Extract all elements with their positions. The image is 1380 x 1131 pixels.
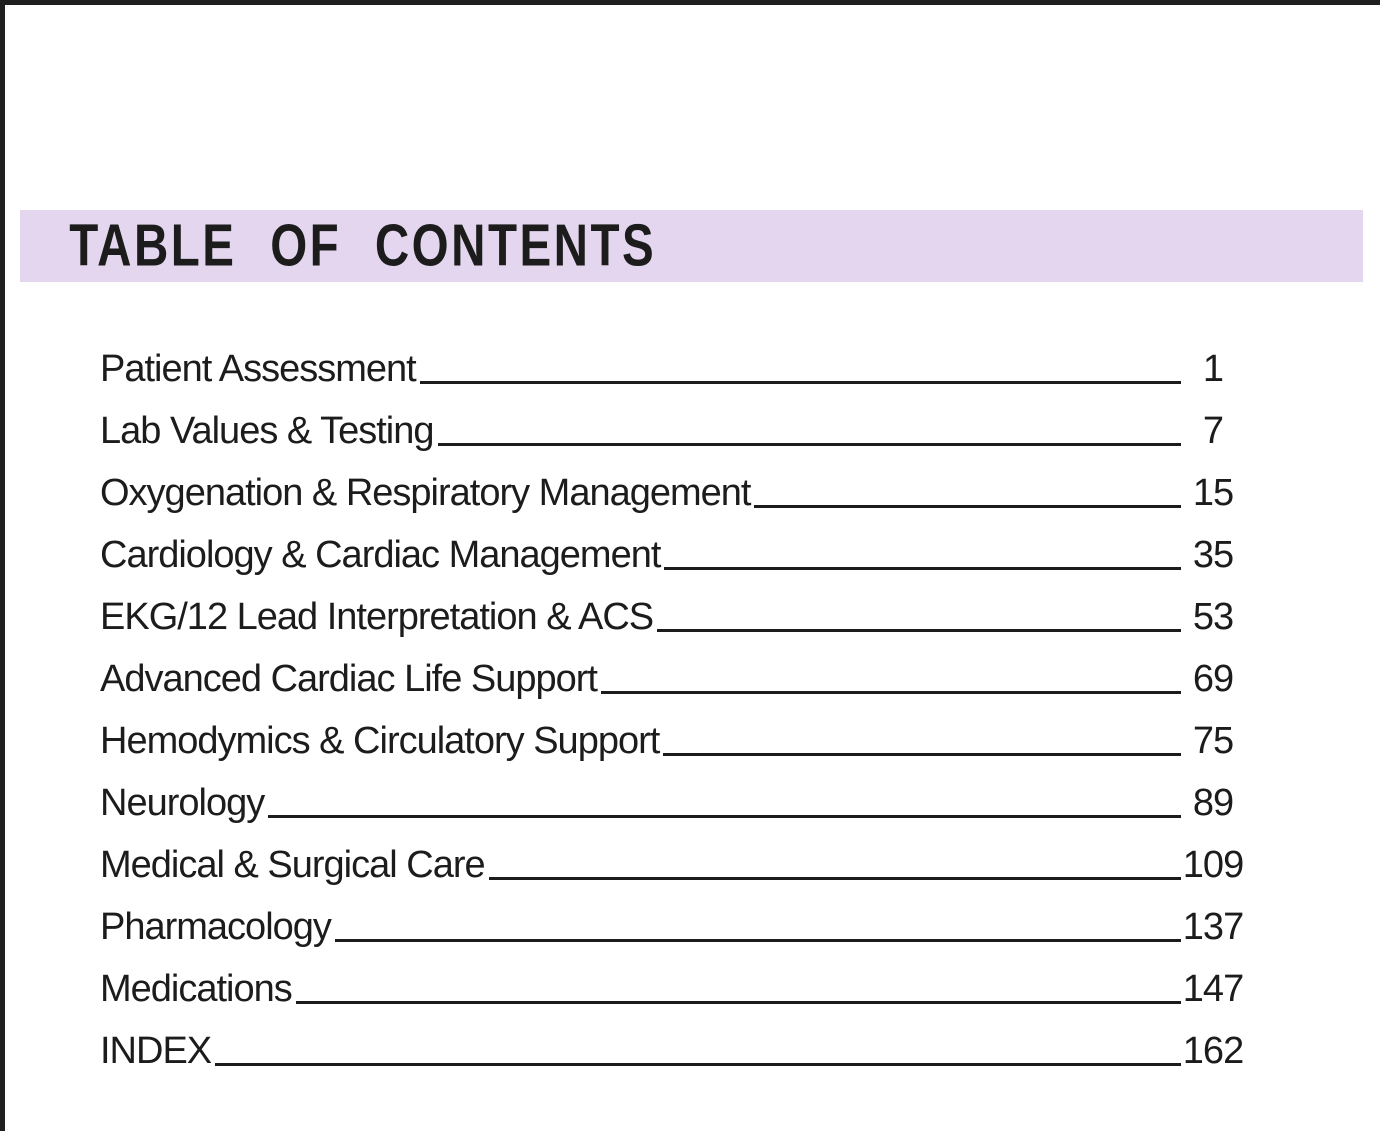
toc-entry-label: Patient Assessment [100, 348, 417, 391]
page-edge-top [0, 0, 1380, 5]
toc-entry: Neurology 89 [100, 764, 1245, 826]
toc-entry-page-number: 1 [1202, 348, 1224, 391]
toc-entry-page-number: 35 [1192, 534, 1234, 577]
toc-entry-page-number: 89 [1192, 782, 1234, 825]
toc-entry-label: Neurology [100, 782, 265, 825]
toc-entry-label: Lab Values & Testing [100, 410, 435, 453]
toc-leader-line [334, 939, 1181, 942]
toc-list: Patient Assessment 1 Lab Values & Testin… [0, 330, 1380, 1074]
toc-entry-page-number: 109 [1182, 844, 1244, 887]
toc-entry: Patient Assessment 1 [100, 330, 1245, 392]
toc-entry-page-number: 15 [1192, 472, 1234, 515]
toc-entry-label: Advanced Cardiac Life Support [100, 658, 598, 701]
toc-entry-page-number: 147 [1182, 968, 1244, 1011]
toc-entry-label: Pharmacology [100, 906, 332, 949]
page-edge-left [0, 0, 5, 1131]
toc-leader-line [419, 381, 1181, 384]
toc-entry-label: Hemodymics & Circulatory Support [100, 720, 660, 763]
toc-leader-line [488, 877, 1181, 880]
toc-leader-line [657, 629, 1181, 632]
toc-entry-page-number: 69 [1192, 658, 1234, 701]
toc-entry: Oxygenation & Respiratory Management 15 [100, 454, 1245, 516]
toc-entry-page-number: 53 [1192, 596, 1234, 639]
title-banner: TABLE OF CONTENTS [20, 210, 1363, 282]
toc-leader-line [664, 567, 1181, 570]
page-title: TABLE OF CONTENTS [69, 212, 657, 279]
toc-entry-label: Medical & Surgical Care [100, 844, 486, 887]
toc-entry-page-number: 137 [1182, 906, 1244, 949]
toc-leader-line [437, 443, 1181, 446]
toc-leader-line [663, 753, 1181, 756]
toc-entry-page-number: 162 [1182, 1030, 1244, 1073]
toc-entry-label: EKG/12 Lead Interpretation & ACS [100, 596, 654, 639]
toc-entry: Advanced Cardiac Life Support 69 [100, 640, 1245, 702]
toc-entry: Cardiology & Cardiac Management 35 [100, 516, 1245, 578]
toc-leader-line [601, 691, 1181, 694]
toc-entry-label: Cardiology & Cardiac Management [100, 534, 661, 577]
toc-entry: Medical & Surgical Care 109 [100, 826, 1245, 888]
toc-entry: Pharmacology 137 [100, 888, 1245, 950]
toc-entry: Hemodymics & Circulatory Support 75 [100, 702, 1245, 764]
toc-entry: Lab Values & Testing 7 [100, 392, 1245, 454]
toc-entry: EKG/12 Lead Interpretation & ACS 53 [100, 578, 1245, 640]
toc-entry-label: INDEX [100, 1030, 212, 1073]
toc-entry: INDEX 162 [100, 1012, 1245, 1074]
toc-entry-label: Medications [100, 968, 293, 1011]
toc-leader-line [268, 815, 1181, 818]
toc-leader-line [295, 1001, 1181, 1004]
toc-entry-label: Oxygenation & Respiratory Management [100, 472, 751, 515]
toc-leader-line [215, 1063, 1181, 1066]
toc-entry-page-number: 75 [1192, 720, 1234, 763]
toc-entry: Medications 147 [100, 950, 1245, 1012]
toc-entry-page-number: 7 [1202, 410, 1224, 453]
toc-leader-line [754, 505, 1181, 508]
